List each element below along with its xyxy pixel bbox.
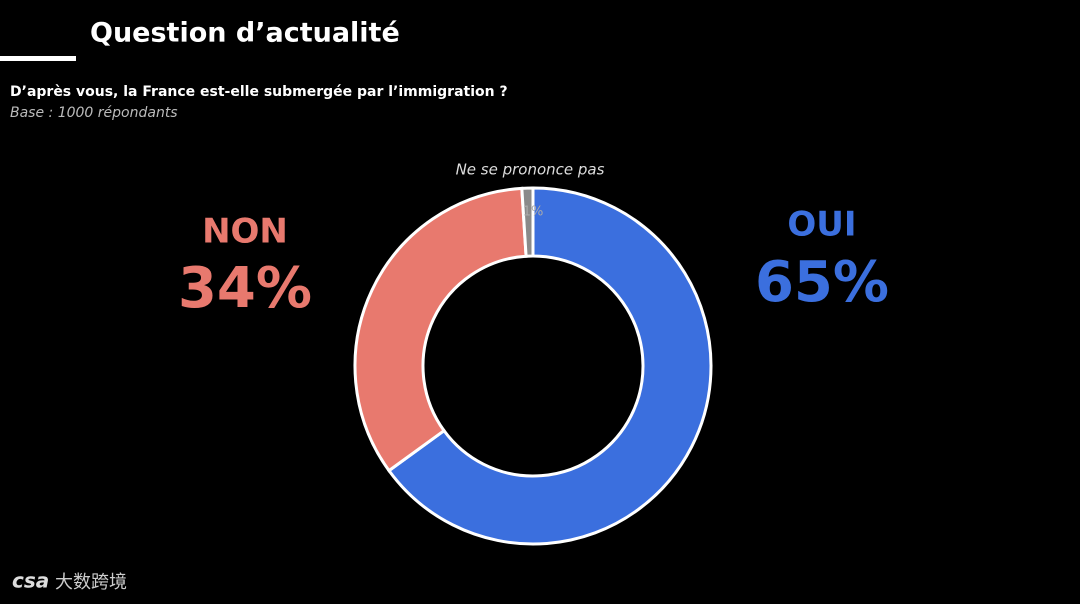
value-label: 34% [178, 256, 312, 321]
subtitle: D’après vous, la France est-elle submerg… [10, 84, 508, 100]
donut-segment [520, 186, 535, 258]
watermark: 大数跨境 [55, 572, 127, 593]
logo: csa [12, 569, 49, 593]
category-label: Ne se prononce pas [456, 161, 605, 179]
value-label: 1% [523, 205, 544, 220]
note: Base : 1000 répondants [10, 105, 178, 121]
donut-segment [386, 186, 713, 546]
value-label: 65% [755, 250, 889, 315]
chart-title: Question d’actualité [90, 18, 400, 49]
donut-segment [353, 186, 528, 473]
title-underline [0, 56, 76, 61]
category-label: NON [202, 212, 288, 252]
category-label: OUI [787, 205, 856, 245]
